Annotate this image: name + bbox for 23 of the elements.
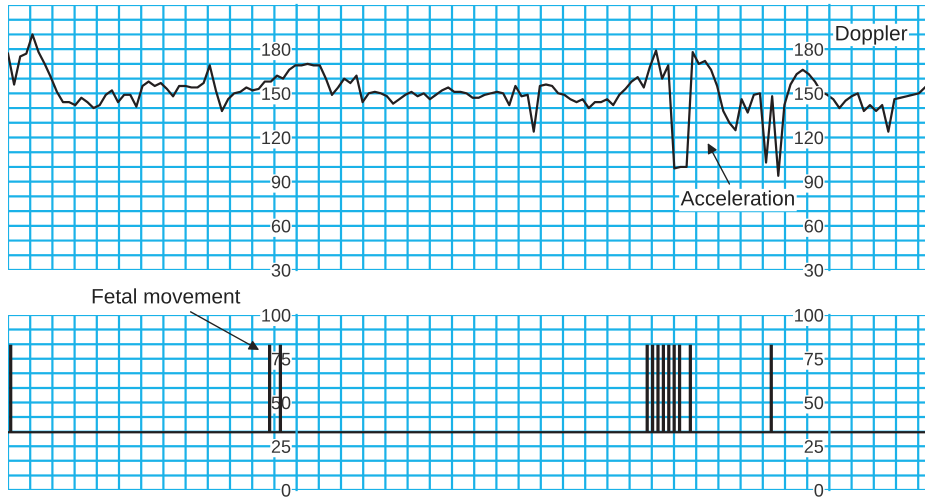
y-tick-label: 25 bbox=[272, 440, 290, 453]
y2-tick-label: 30 bbox=[804, 264, 824, 277]
y2-tick-label: 100 bbox=[795, 308, 824, 322]
y2-tick-label: 120 bbox=[795, 131, 824, 144]
y2-tick-label: 50 bbox=[804, 396, 824, 410]
y2-tick-label: 25 bbox=[804, 440, 824, 453]
y-tick-label: 0 bbox=[282, 484, 290, 497]
annotation: Doppler bbox=[836, 25, 908, 45]
y-tick-label: 120 bbox=[262, 131, 290, 144]
y2-tick-label: 75 bbox=[804, 352, 824, 366]
y2-tick-label: 180 bbox=[795, 43, 824, 56]
y-tick-label: 100 bbox=[262, 308, 290, 322]
y-tick-label: 90 bbox=[272, 176, 290, 188]
text: Fetal movement bbox=[92, 288, 240, 304]
y-tick-label: 60 bbox=[272, 220, 290, 233]
annotation: Acceleration bbox=[680, 190, 794, 206]
y2-tick-label: 150 bbox=[795, 87, 824, 100]
y2-tick-label: 90 bbox=[804, 176, 824, 188]
y-tick-label: 180 bbox=[262, 43, 290, 56]
y2-tick-label: 0 bbox=[814, 484, 824, 497]
y-tick-label: 150 bbox=[262, 87, 290, 100]
y-tick-label: 30 bbox=[272, 264, 290, 277]
y2-tick-label: 60 bbox=[804, 220, 824, 233]
